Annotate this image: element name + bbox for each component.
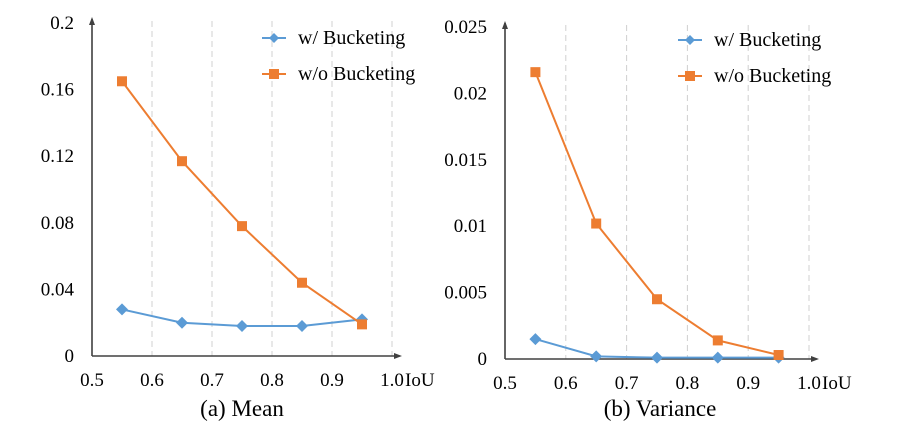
y-axis-arrow-icon: [89, 17, 95, 25]
legend-label: w/o Bucketing: [298, 63, 415, 85]
data-point-diamond: [529, 333, 542, 346]
data-point-diamond: [236, 320, 248, 333]
legend-entry: w/o Bucketing: [262, 63, 415, 85]
x-axis-label: IoU: [405, 370, 435, 391]
chart-mean: 0 0.04 0.08 0.12 0.16 0.2 0.5 0.6 0.7 0.8 0.9 1.0 Io…: [41, 13, 435, 421]
legend-entry: w/ Bucketing: [262, 27, 405, 49]
x-axis-arrow-icon: [394, 353, 402, 359]
series-with-bucketing: [116, 303, 368, 333]
series-without-bucketing: [530, 67, 784, 361]
data-point-diamond: [651, 351, 663, 364]
data-point-square: [652, 294, 662, 305]
series-without-bucketing: [117, 76, 367, 330]
data-point-square: [591, 218, 602, 229]
data-point-square: [297, 277, 307, 288]
series-line: [534, 71, 779, 356]
x-tick-label: 0.7: [200, 370, 224, 391]
series-line: [121, 80, 363, 326]
x-tick-label: 0.8: [260, 370, 284, 391]
y-tick-label: 0.12: [41, 146, 74, 167]
legend-square-icon: [269, 69, 279, 79]
x-tick-label: 0.7: [615, 373, 639, 394]
legend-label: w/ Bucketing: [714, 29, 821, 51]
data-point-diamond: [711, 351, 724, 364]
chart-caption: (b) Variance: [604, 396, 717, 421]
y-tick-label: 0: [65, 346, 75, 367]
x-tick-label: 0.9: [736, 373, 760, 394]
y-tick-label: 0: [478, 349, 488, 370]
legend-diamond-icon: [685, 35, 695, 45]
chart-caption: (a) Mean: [200, 396, 284, 421]
y-tick-label: 0.16: [41, 80, 74, 101]
x-axis-arrow-icon: [811, 356, 819, 362]
legend-square-icon: [685, 71, 695, 81]
x-tick-label: 0.9: [320, 370, 344, 391]
y-tick-label: 0.04: [41, 279, 75, 300]
x-tick-label: 0.5: [493, 373, 517, 394]
legend-entry: w/ Bucketing: [678, 29, 821, 51]
y-tick-label: 0.2: [50, 13, 74, 34]
data-point-square: [773, 350, 784, 361]
x-tick-label: 1.0: [380, 370, 404, 391]
data-point-square: [237, 221, 247, 232]
legend-diamond-icon: [269, 33, 279, 43]
legend-entry: w/o Bucketing: [678, 65, 831, 87]
y-tick-label: 0.02: [454, 83, 487, 104]
legend-label: w/ Bucketing: [298, 27, 405, 49]
data-point-square: [117, 76, 127, 87]
data-point-diamond: [296, 320, 308, 333]
y-axis-arrow-icon: [502, 21, 508, 29]
legend-label: w/o Bucketing: [714, 65, 831, 87]
data-point-square: [357, 319, 367, 330]
y-tick-label: 0.005: [444, 283, 487, 304]
y-tick-label: 0.08: [41, 213, 74, 234]
data-point-diamond: [176, 316, 188, 329]
x-tick-label: 0.6: [140, 370, 164, 391]
chart-variance: 0 0.005 0.01 0.015 0.02 0.025 0.5 0.6 0.7 0.8 0.9 1…: [444, 17, 852, 421]
x-tick-label: 0.5: [80, 370, 104, 391]
data-point-square: [177, 156, 187, 167]
data-point-square: [712, 335, 723, 346]
x-tick-label: 1.0: [797, 373, 821, 394]
y-tick-label: 0.015: [444, 150, 487, 171]
data-point-square: [530, 67, 541, 78]
x-tick-label: 0.6: [554, 373, 578, 394]
data-point-diamond: [590, 350, 603, 363]
x-axis-label: IoU: [822, 373, 852, 394]
x-tick-label: 0.8: [676, 373, 700, 394]
y-tick-label: 0.025: [444, 17, 487, 38]
y-tick-label: 0.01: [454, 216, 487, 237]
data-point-diamond: [116, 303, 128, 316]
